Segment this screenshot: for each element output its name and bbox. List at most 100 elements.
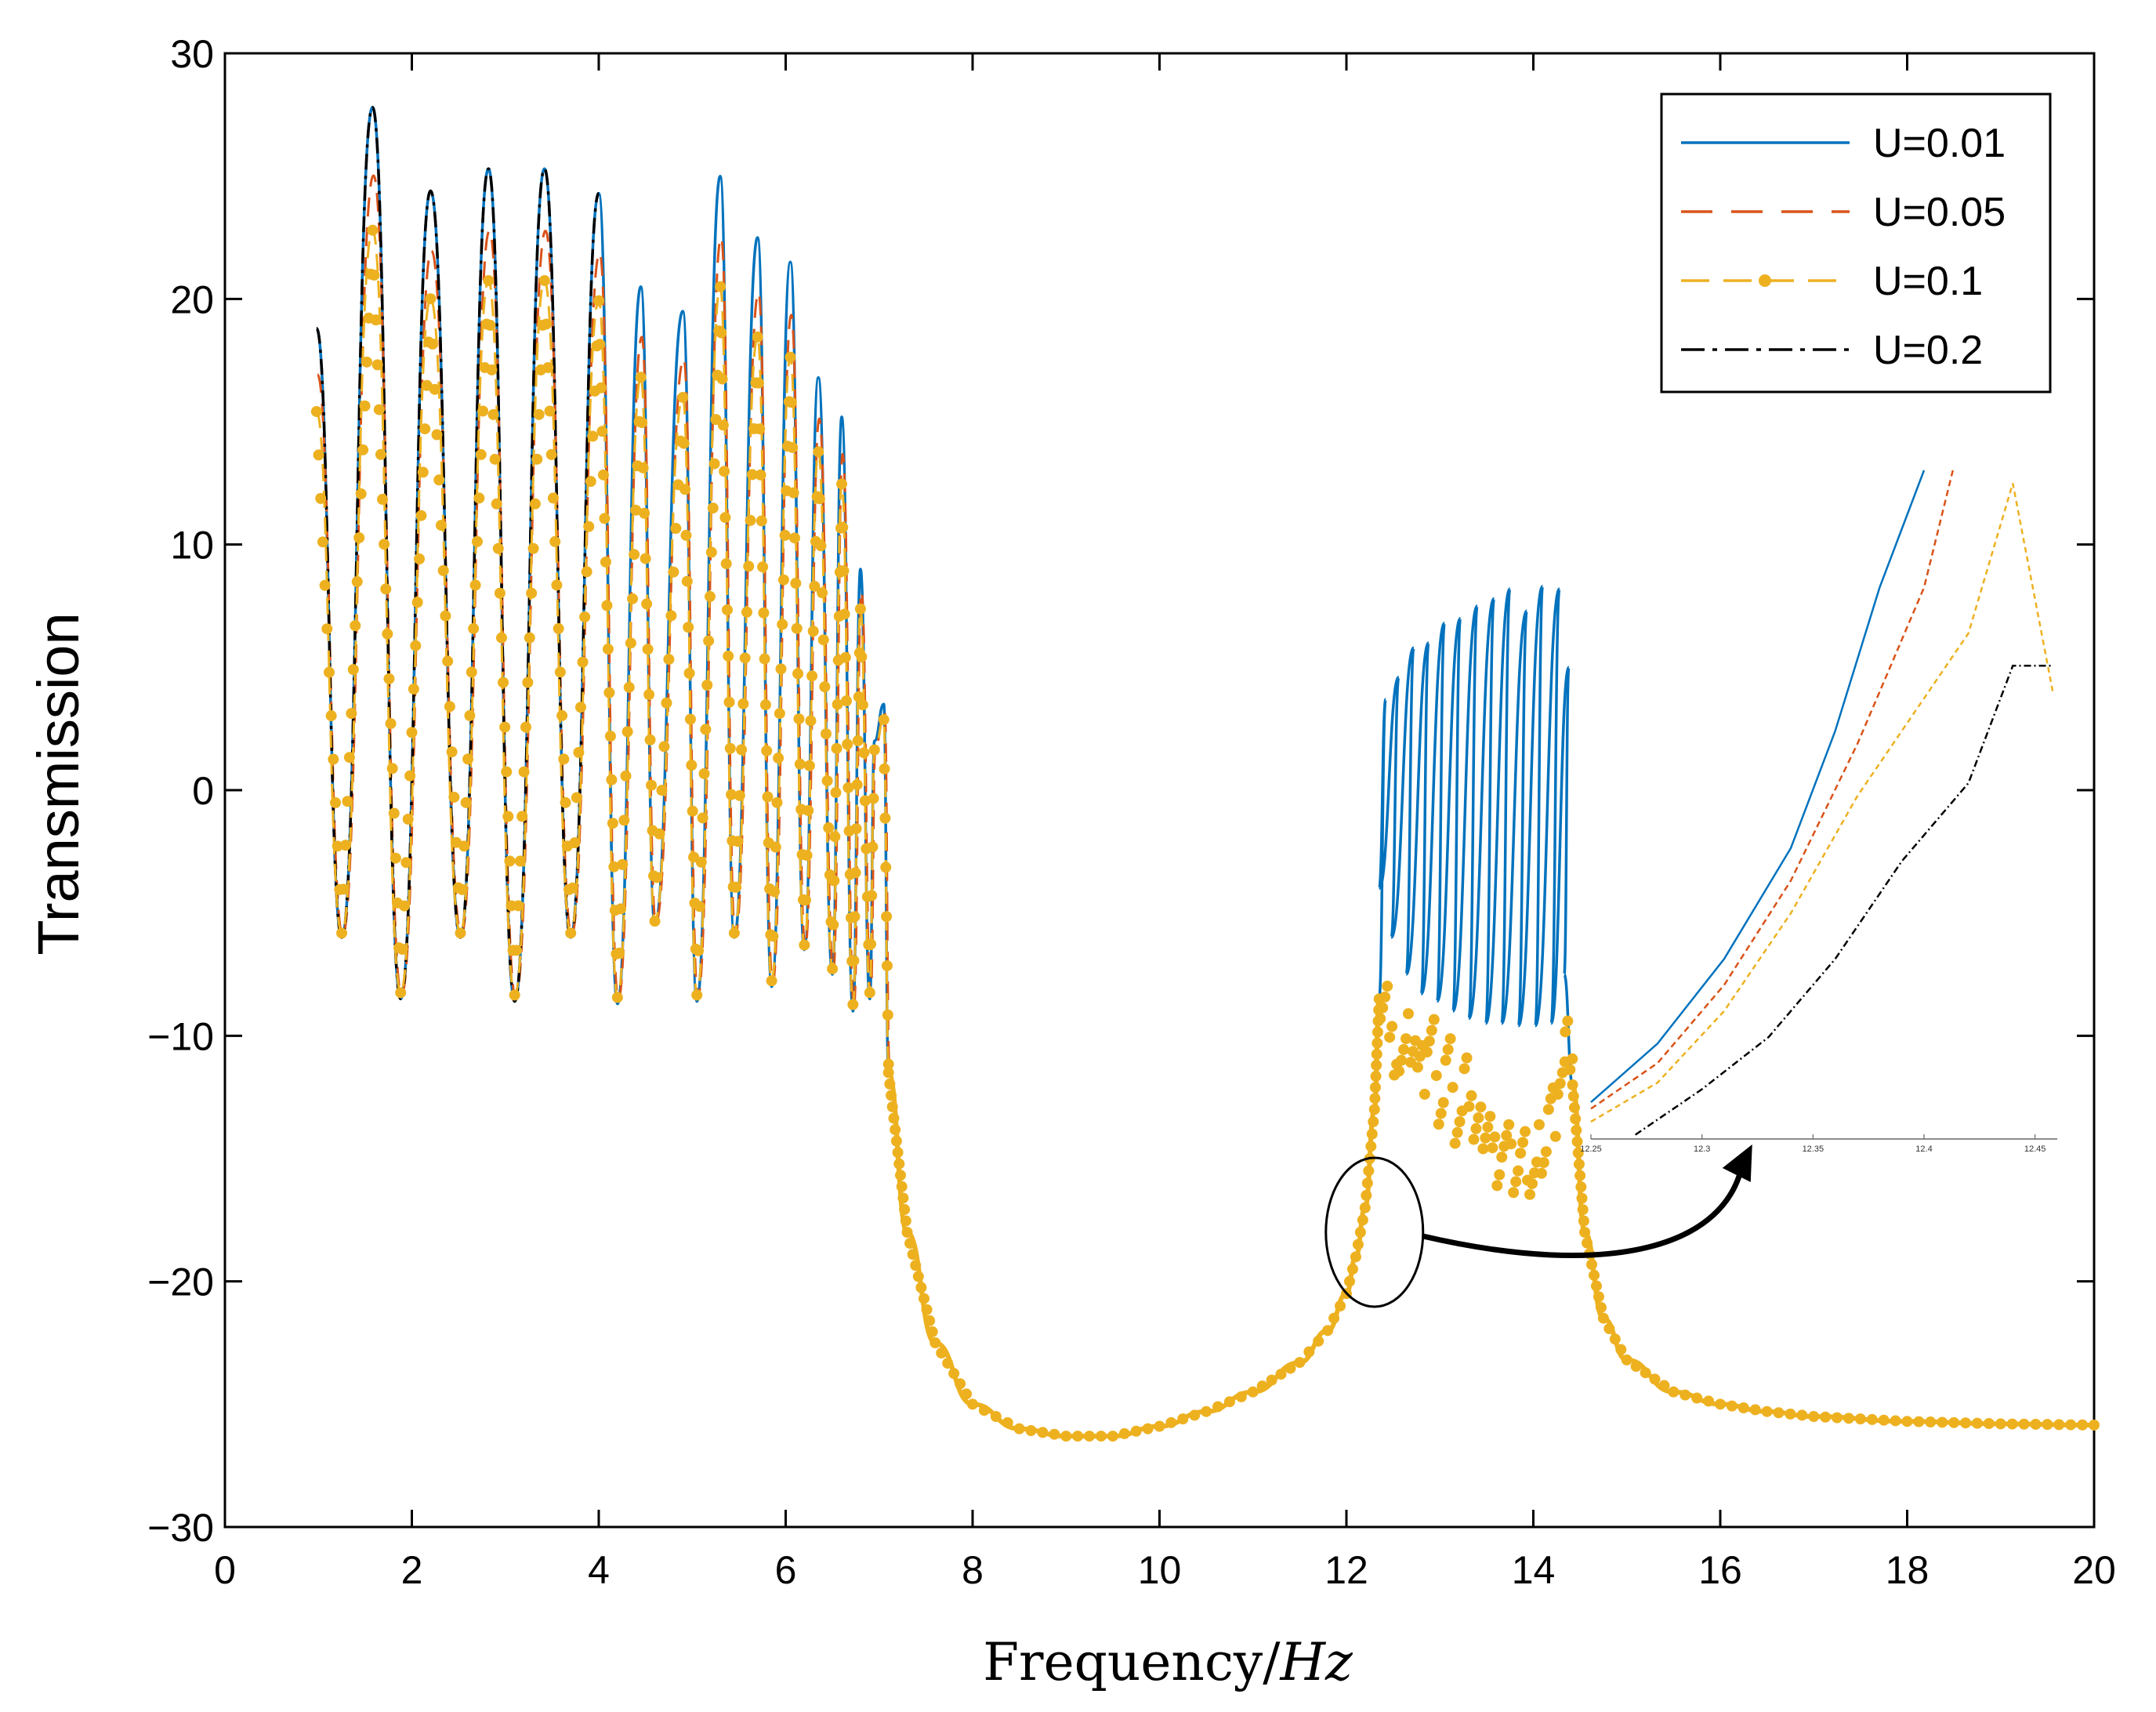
u01-marker: [367, 224, 379, 236]
u01-marker: [359, 400, 371, 412]
inset-x-tick-label: 12.25: [1580, 1144, 1602, 1154]
u01-marker: [1590, 1280, 1602, 1292]
u01-marker: [455, 927, 466, 939]
u01-marker: [603, 687, 615, 698]
u01-marker: [581, 566, 592, 578]
u01-marker: [514, 855, 526, 867]
u01-marker: [1371, 1059, 1382, 1071]
u01-marker: [1878, 1414, 1890, 1426]
u01-marker: [1658, 1380, 1670, 1391]
u01-marker: [839, 651, 851, 663]
u01-marker-scatter: [1560, 1026, 1571, 1038]
u01-marker: [864, 987, 875, 999]
u01-marker: [739, 652, 751, 664]
u01-marker-scatter: [1535, 1167, 1547, 1179]
u01-marker: [792, 668, 804, 680]
u01-marker-scatter: [1384, 1032, 1396, 1043]
x-tick-label: 4: [588, 1548, 610, 1592]
u01-marker-scatter: [1435, 1108, 1447, 1119]
u01-marker: [1761, 1406, 1773, 1417]
u01-marker-scatter: [1480, 1132, 1491, 1144]
u01-marker: [464, 709, 476, 721]
u01-marker: [842, 782, 854, 793]
legend-label: U=0.05: [1873, 190, 2006, 235]
u01-marker: [910, 1260, 922, 1271]
u01-marker-scatter: [1477, 1143, 1489, 1155]
u01-marker: [1212, 1401, 1224, 1413]
x-tick-label: 6: [775, 1548, 797, 1592]
u01-marker: [2089, 1419, 2100, 1431]
u01-marker: [715, 281, 727, 292]
u01-marker: [1107, 1431, 1118, 1442]
u01-marker: [608, 861, 620, 872]
u01-marker: [1363, 1165, 1375, 1177]
u01-marker: [1749, 1404, 1761, 1416]
u01-marker: [813, 493, 825, 505]
u01-marker: [471, 535, 483, 547]
u01-marker: [879, 763, 890, 774]
u01-marker: [513, 900, 524, 912]
u01-marker: [1901, 1416, 1913, 1427]
u01-marker: [573, 746, 585, 758]
u01-marker: [1640, 1367, 1651, 1379]
u01-marker: [593, 295, 604, 306]
u01-marker: [677, 391, 689, 403]
u01-marker: [370, 314, 382, 326]
u01-marker: [961, 1388, 973, 1400]
u01-marker: [716, 373, 728, 385]
u01-marker: [2053, 1419, 2065, 1431]
u01-marker-scatter: [1506, 1138, 1517, 1150]
u01-marker: [637, 462, 649, 473]
u01-marker: [1359, 1202, 1371, 1213]
u01-marker: [498, 676, 509, 688]
u01-marker: [668, 566, 679, 578]
u01-marker: [442, 655, 454, 667]
u01-marker: [743, 560, 755, 572]
u01-marker: [658, 741, 670, 753]
u01-marker: [400, 857, 412, 869]
y-tick-label: −20: [147, 1260, 214, 1304]
u01-marker: [1578, 1215, 1589, 1227]
u01-marker: [1275, 1369, 1287, 1380]
u01-marker: [921, 1304, 933, 1315]
u01-marker: [741, 606, 752, 618]
u01-marker: [625, 637, 636, 649]
u01-marker: [1595, 1301, 1607, 1313]
u01-marker: [338, 883, 350, 895]
u01-marker: [2042, 1419, 2053, 1431]
u01-marker: [732, 836, 744, 847]
inset-x-tick-label: 12.45: [2024, 1144, 2046, 1154]
u01-marker: [458, 840, 470, 852]
u01-marker: [799, 939, 810, 951]
u01-marker: [1361, 1177, 1373, 1189]
u01-marker: [837, 521, 849, 533]
u01-marker-scatter: [1491, 1180, 1503, 1192]
u01-marker: [901, 1227, 913, 1238]
u01-marker: [1575, 1181, 1587, 1193]
u01-marker: [1142, 1423, 1154, 1435]
u01-marker: [708, 458, 720, 470]
u01-marker: [654, 828, 665, 840]
u01-marker: [460, 796, 472, 808]
u01-marker: [728, 927, 740, 939]
u01-marker: [726, 789, 737, 800]
u01-marker: [790, 578, 802, 589]
u01-marker: [890, 1135, 902, 1147]
u01-marker: [473, 492, 485, 504]
u01-marker: [558, 753, 570, 765]
u01-marker: [746, 469, 758, 481]
u01-marker: [538, 274, 550, 286]
u01-marker-scatter: [1484, 1111, 1496, 1123]
u01-marker: [414, 553, 426, 565]
inset-x-tick-label: 12.4: [1915, 1144, 1932, 1154]
u01-marker: [1913, 1416, 1925, 1427]
u01-marker-scatter: [1466, 1090, 1477, 1101]
u01-marker: [1568, 1101, 1580, 1113]
u01-marker: [406, 727, 418, 738]
u01-marker-scatter: [1437, 1097, 1449, 1108]
u01-marker: [1737, 1402, 1749, 1414]
series-layer: [310, 106, 2100, 1442]
u01-marker: [1343, 1275, 1355, 1287]
u01-marker: [542, 361, 554, 373]
u01-marker: [710, 414, 722, 426]
